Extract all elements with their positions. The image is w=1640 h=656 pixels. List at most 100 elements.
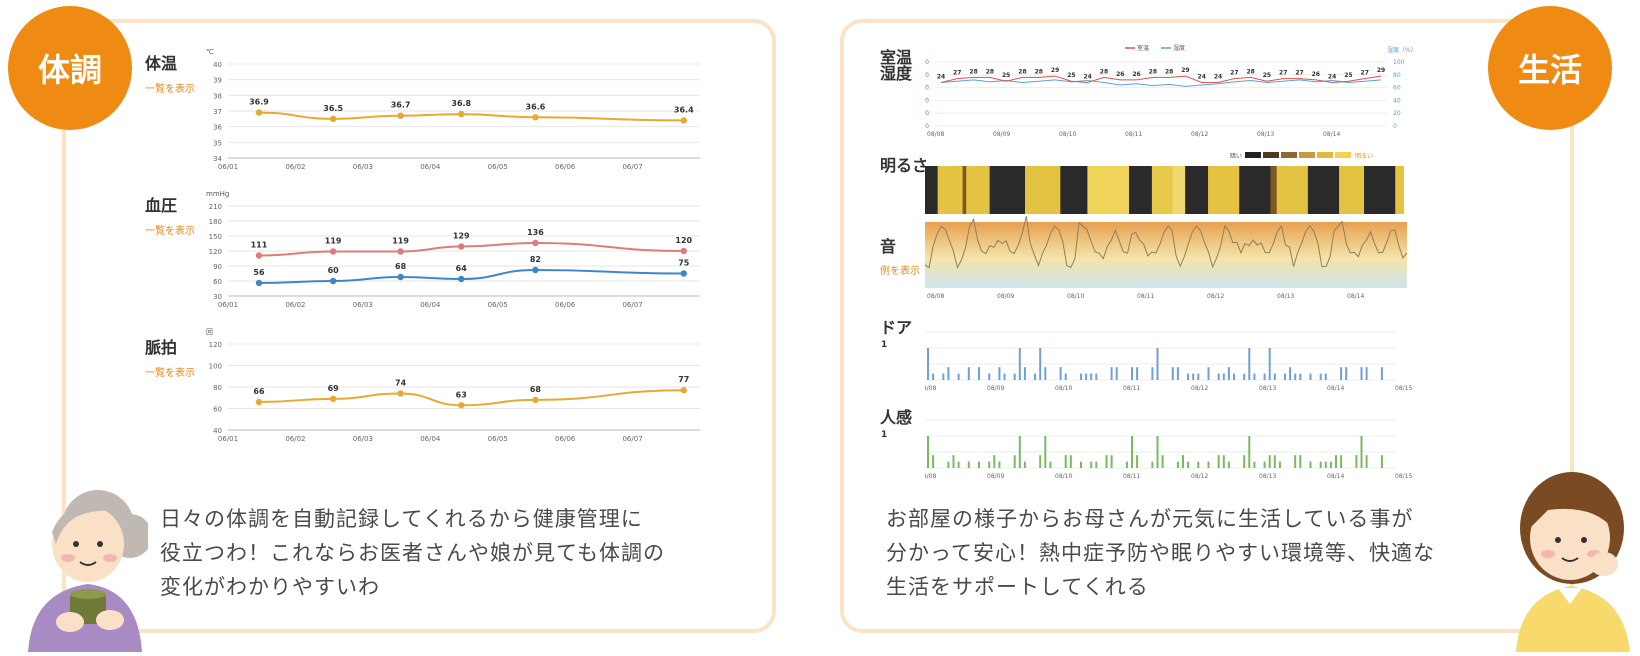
bar: [1013, 455, 1016, 468]
bar: [1248, 436, 1251, 468]
bar: [1309, 461, 1312, 468]
x-tick-label: 08/11: [1137, 293, 1154, 300]
bar: [1039, 455, 1042, 468]
y-tick-label: 34: [213, 155, 222, 163]
y-tick-label-right: 0: [1393, 123, 1397, 130]
bar: [932, 455, 935, 468]
x-tick-label: 08/13: [1259, 473, 1276, 480]
bar: [1278, 461, 1281, 468]
x-tick-label: 06/03: [353, 301, 373, 309]
bar: [1289, 367, 1292, 380]
brightness-band: [1060, 166, 1088, 214]
x-tick-label: 08/13: [1257, 131, 1274, 138]
bar: [1136, 367, 1139, 380]
life-caption: お部屋の様子からお母さんが元気に生活している事が 分かって安心！熱中症予防や眠り…: [886, 502, 1435, 604]
data-point: [329, 248, 337, 255]
bar: [967, 367, 970, 380]
brightness-band: [962, 166, 967, 214]
bar: [1329, 461, 1332, 468]
x-tick-label: 08/12: [1207, 293, 1224, 300]
data-point: [329, 277, 337, 285]
x-tick-label: 08/10: [1067, 293, 1084, 300]
x-tick-label: 06/05: [488, 163, 508, 171]
bar: [978, 367, 980, 380]
bar: [1324, 373, 1327, 380]
temp-show-list-link[interactable]: 一覧を表示: [145, 84, 195, 95]
sound-example-link[interactable]: 例を表示: [880, 266, 920, 277]
bar: [957, 373, 960, 380]
bar: [993, 455, 996, 468]
x-tick-label: 08/10: [1059, 131, 1076, 138]
y-tick-label: 40: [213, 61, 222, 69]
room-title-temp: 室温: [880, 48, 913, 67]
brightness-band: [1185, 166, 1209, 214]
bar: [1064, 373, 1067, 380]
door-note: 1: [881, 340, 888, 350]
bar: [1090, 461, 1093, 468]
health-caption-line: 日々の体調を自動記録してくれるから健康管理に: [160, 507, 643, 531]
y-tick-label-left: 30: [925, 72, 929, 79]
bar: [1192, 373, 1195, 380]
x-tick-label: 06/02: [285, 163, 305, 171]
data-point: [458, 243, 465, 250]
data-point: [680, 387, 687, 394]
health-panel: [62, 19, 776, 633]
legend-label-temp: 室温: [1137, 44, 1149, 52]
bar: [1319, 373, 1322, 380]
y-tick-label-right: 40: [1393, 97, 1401, 104]
bar: [1268, 455, 1271, 468]
brightness-band: [1239, 166, 1271, 214]
bar: [1263, 373, 1266, 380]
x-tick-label: 08/13: [1259, 385, 1276, 392]
x-tick-label: 06/03: [353, 163, 373, 171]
brightness-band: [1276, 166, 1309, 214]
bar: [1176, 367, 1179, 380]
bar: [1187, 461, 1190, 468]
data-point: [255, 398, 263, 406]
x-tick-label: 06/04: [420, 435, 441, 443]
data-point: [680, 117, 687, 124]
brightness-title: 明るさ: [880, 156, 929, 175]
data-label: 60: [328, 266, 340, 275]
data-label: 27: [1230, 70, 1238, 77]
data-label: 25: [1002, 72, 1010, 79]
health-badge: 体調: [8, 6, 132, 130]
brightness-band: [1339, 166, 1365, 214]
x-tick-label: 06/02: [285, 435, 305, 443]
bar: [1319, 461, 1322, 468]
bp-show-list-link[interactable]: 一覧を表示: [145, 226, 195, 237]
temp-line: [940, 75, 1382, 83]
data-label: 24: [1214, 73, 1222, 80]
data-point: [532, 396, 539, 404]
bar: [1222, 455, 1225, 468]
data-point: [680, 247, 687, 255]
data-label: 119: [325, 237, 342, 246]
data-label: 129: [453, 232, 470, 241]
brightness-band: [1087, 166, 1130, 214]
data-label: 82: [530, 255, 541, 264]
bar: [1217, 455, 1220, 468]
x-tick-label: 08/09: [987, 473, 1004, 480]
data-label: 36.9: [249, 98, 269, 107]
brightness-legend-swatch: [1245, 152, 1261, 158]
x-tick-label: 08/12: [1191, 473, 1208, 480]
x-tick-label: 08/10: [1055, 385, 1072, 392]
data-point: [397, 112, 404, 119]
data-label: 27: [1295, 70, 1303, 77]
bar: [1335, 455, 1337, 468]
brightness-band: [1364, 166, 1396, 214]
data-label: 36.6: [526, 102, 546, 111]
data-point: [532, 239, 539, 247]
pulse-show-list-link[interactable]: 一覧を表示: [145, 368, 195, 379]
data-point: [255, 109, 263, 116]
data-point: [458, 110, 465, 118]
x-tick-label: 06/03: [353, 435, 373, 443]
bar: [1049, 461, 1052, 468]
data-label: 28: [1165, 68, 1173, 75]
data-label: 29: [1051, 67, 1059, 74]
data-label: 68: [395, 262, 407, 271]
data-label: 24: [937, 73, 945, 80]
humidity-line: [940, 79, 1382, 87]
x-tick-label: 06/06: [555, 435, 576, 443]
bar: [1227, 367, 1230, 380]
